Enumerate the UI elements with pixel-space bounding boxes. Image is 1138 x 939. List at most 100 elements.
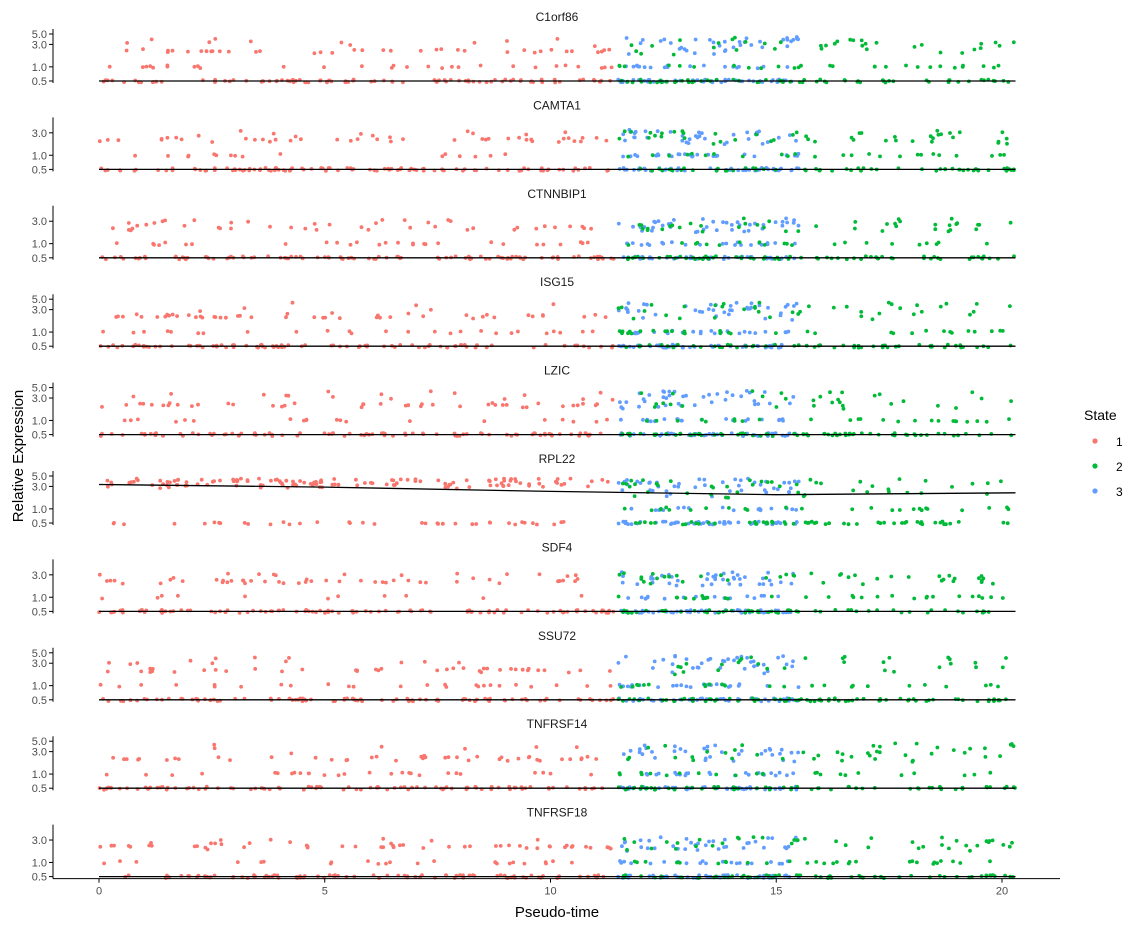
point-state-2: [948, 521, 953, 526]
y-tick-label: 5.0: [32, 29, 47, 41]
point-state-2: [951, 748, 956, 752]
point-state-1: [390, 478, 394, 482]
point-state-3: [747, 330, 752, 335]
point-state-3: [790, 507, 795, 512]
point-state-3: [702, 477, 707, 482]
point-state-3: [789, 750, 794, 755]
point-state-3: [691, 329, 696, 334]
point-state-2: [951, 579, 956, 584]
point-state-1: [551, 859, 555, 864]
point-state-1: [535, 242, 539, 247]
point-state-1: [336, 773, 341, 778]
point-state-2: [972, 772, 977, 777]
point-state-3: [677, 481, 681, 486]
point-state-3: [672, 484, 677, 489]
point-state-3: [642, 302, 646, 307]
point-state-3: [749, 43, 754, 47]
point-state-1: [448, 331, 453, 336]
point-state-3: [733, 243, 737, 247]
point-state-2: [639, 770, 644, 775]
point-state-3: [652, 219, 657, 224]
legend-label: 1: [1116, 435, 1123, 449]
point-state-1: [199, 477, 204, 482]
point-state-1: [498, 844, 503, 848]
point-state-2: [777, 484, 782, 489]
point-state-1: [278, 480, 283, 485]
point-state-1: [253, 137, 257, 142]
point-state-3: [734, 861, 739, 866]
point-state-2: [919, 309, 924, 314]
point-state-1: [429, 838, 434, 843]
point-state-1: [229, 226, 233, 231]
point-state-3: [766, 836, 770, 840]
point-state-2: [881, 418, 886, 422]
point-state-1: [239, 684, 244, 689]
point-state-2: [659, 134, 664, 139]
point-state-2: [872, 64, 877, 69]
point-state-3: [616, 221, 621, 226]
point-state-2: [936, 403, 940, 408]
point-state-1: [296, 581, 301, 585]
point-state-3: [737, 861, 742, 865]
point-state-3: [655, 129, 660, 134]
point-state-1: [599, 66, 604, 70]
point-state-1: [124, 48, 129, 53]
point-state-1: [443, 481, 448, 486]
point-state-1: [559, 520, 564, 525]
point-state-1: [97, 572, 102, 577]
point-state-2: [716, 668, 721, 673]
point-state-2: [654, 402, 659, 406]
point-state-1: [462, 844, 467, 849]
point-state-1: [594, 757, 599, 761]
point-state-2: [831, 861, 836, 866]
point-state-3: [728, 521, 733, 525]
point-state-2: [944, 684, 949, 689]
point-state-3: [684, 861, 689, 866]
point-state-2: [761, 771, 765, 776]
point-state-2: [668, 402, 673, 407]
point-state-3: [641, 316, 645, 320]
point-state-1: [330, 51, 335, 55]
point-state-3: [762, 845, 766, 850]
point-state-1: [530, 314, 535, 319]
point-state-1: [112, 578, 117, 583]
point-state-2: [711, 45, 716, 50]
point-state-1: [285, 311, 290, 316]
point-state-1: [165, 64, 170, 69]
point-state-2: [970, 481, 975, 486]
point-state-2: [716, 41, 721, 45]
point-state-1: [302, 418, 306, 423]
point-state-1: [481, 596, 486, 600]
point-state-2: [734, 48, 739, 52]
point-state-1: [520, 520, 524, 524]
point-state-1: [216, 755, 221, 760]
point-state-2: [915, 303, 919, 308]
point-state-1: [134, 476, 139, 481]
point-state-1: [144, 772, 148, 777]
point-state-2: [915, 65, 920, 69]
y-tick-label: 1.0: [32, 150, 47, 162]
point-state-3: [673, 744, 677, 749]
point-state-1: [165, 480, 170, 484]
point-state-1: [392, 483, 397, 488]
point-state-3: [779, 747, 784, 752]
point-state-1: [458, 329, 463, 334]
point-state-1: [180, 579, 185, 583]
point-state-2: [759, 479, 764, 484]
point-state-1: [493, 860, 498, 865]
point-state-3: [758, 482, 763, 487]
point-state-1: [287, 522, 292, 527]
point-state-2: [815, 770, 819, 775]
point-state-1: [379, 666, 384, 671]
point-state-1: [488, 153, 493, 158]
point-state-1: [425, 683, 430, 687]
point-state-2: [931, 862, 936, 866]
point-state-3: [620, 844, 624, 849]
point-state-2: [767, 219, 772, 224]
point-state-2: [805, 329, 810, 334]
point-state-2: [706, 520, 711, 525]
point-state-2: [812, 756, 816, 761]
point-state-2: [1010, 840, 1014, 845]
